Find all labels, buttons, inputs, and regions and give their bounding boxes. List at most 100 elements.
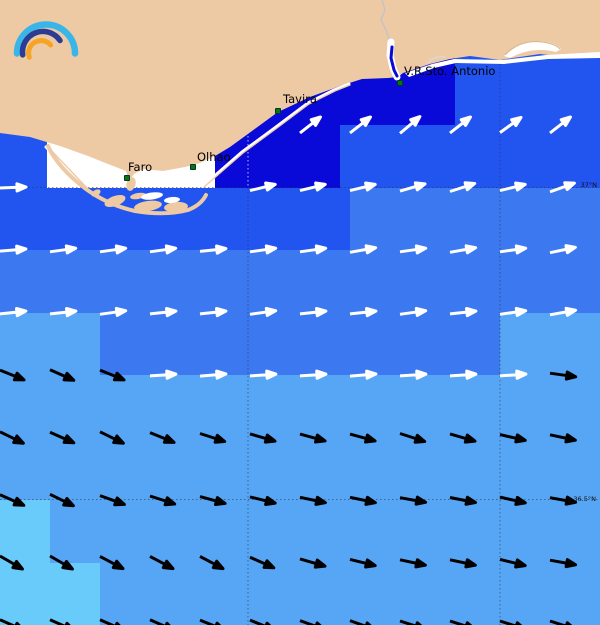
estuary-water xyxy=(389,45,399,78)
wind-arrow xyxy=(399,306,428,317)
spain-spit xyxy=(504,40,561,56)
latitude-label: 37°N xyxy=(580,181,597,189)
sea-cell xyxy=(0,500,50,563)
city-dot-tavira xyxy=(275,108,281,114)
wind-arrow xyxy=(349,244,378,255)
wind-arrow xyxy=(249,555,276,570)
city-dot-v-r-sto-antonio xyxy=(397,80,403,86)
wind-arrow xyxy=(199,369,228,380)
barrier-east-beach xyxy=(201,82,351,188)
wind-arrow xyxy=(549,495,578,506)
mainland xyxy=(0,0,600,181)
sea-cell xyxy=(100,313,500,375)
wind-arrow xyxy=(399,181,427,193)
wind-arrow xyxy=(0,618,21,625)
wind-arrow xyxy=(149,369,178,380)
wind-arrow xyxy=(299,115,322,135)
wind-arrow xyxy=(449,244,478,255)
logo-arc-inner xyxy=(26,38,54,60)
wind-arrow xyxy=(249,244,278,255)
wind-arrow xyxy=(149,431,176,444)
city-dot-faro xyxy=(124,175,130,181)
wind-arrow xyxy=(399,115,422,135)
wind-arrow xyxy=(499,557,527,569)
wind-arrow xyxy=(349,557,377,569)
guadiana-river xyxy=(380,0,392,45)
wind-arrow xyxy=(249,181,277,193)
lagoon-patch xyxy=(164,196,180,204)
wind-arrow xyxy=(499,433,527,444)
wind-arrow xyxy=(299,369,328,380)
sea-cell xyxy=(500,313,600,375)
wind-arrow xyxy=(99,368,126,382)
island-blob xyxy=(134,200,162,212)
wind-arrow xyxy=(149,307,178,318)
wind-arrow xyxy=(399,558,427,569)
wind-arrow xyxy=(549,244,577,255)
city-label-v-r-sto-antonio: V.R.Sto. Antonio xyxy=(404,64,496,78)
sea-cell xyxy=(0,563,100,625)
wind-arrow xyxy=(449,181,477,193)
wind-arrow xyxy=(299,307,328,318)
wind-arrow xyxy=(449,307,478,318)
wind-arrow xyxy=(449,115,472,135)
wind-arrow xyxy=(149,244,178,255)
wind-arrow xyxy=(99,494,126,507)
wind-arrow xyxy=(549,115,572,135)
island-blob xyxy=(164,201,188,213)
wind-arrow xyxy=(149,555,175,571)
city-label-faro: Faro xyxy=(128,160,153,174)
sea-cell xyxy=(350,188,600,250)
wind-arrow xyxy=(99,618,121,625)
wind-arrow xyxy=(249,432,277,444)
wind-arrow xyxy=(0,244,28,255)
wind-arrow xyxy=(449,369,478,380)
logo-arc-outer xyxy=(13,21,79,57)
latitude-label: 36.5°N xyxy=(573,495,596,503)
wind-arrow xyxy=(299,495,327,506)
island-blob xyxy=(104,194,126,208)
wind-arrow xyxy=(199,495,227,506)
wind-arrow xyxy=(149,494,177,507)
wind-arrow xyxy=(299,557,327,569)
logo-arc-middle xyxy=(19,28,63,58)
wind-arrow xyxy=(99,306,128,317)
wind-arrow xyxy=(99,244,128,255)
wind-arrow xyxy=(249,369,278,380)
wind-arrow xyxy=(99,430,125,445)
wind-arrow xyxy=(549,433,577,444)
wind-arrow xyxy=(0,554,24,571)
wind-arrow xyxy=(499,369,528,380)
east-coast-beach xyxy=(405,52,600,77)
city-label-tavira: Tavira xyxy=(283,92,317,106)
wind-arrow xyxy=(449,558,477,569)
wind-arrow xyxy=(49,307,78,318)
wind-arrow xyxy=(199,244,228,255)
wind-arrow xyxy=(49,368,76,382)
wind-arrow xyxy=(549,558,578,569)
wind-arrow xyxy=(299,244,328,255)
wind-arrow xyxy=(499,244,528,255)
wind-arrow xyxy=(549,181,576,194)
wind-arrow xyxy=(199,555,225,571)
wind-arrow xyxy=(349,307,378,318)
wind-arrow xyxy=(399,244,428,255)
wind-arrow xyxy=(549,306,578,317)
wind-arrow xyxy=(249,495,277,506)
sea-cell xyxy=(0,313,100,375)
wind-arrow xyxy=(99,555,125,571)
sea-cell xyxy=(0,250,600,313)
wind-arrow xyxy=(199,307,228,318)
wind-arrow xyxy=(349,432,377,444)
wind-arrow xyxy=(349,115,372,135)
wind-arrow xyxy=(399,432,427,444)
wind-arrow xyxy=(499,306,528,317)
sea-cell xyxy=(50,500,600,563)
wind-arrow xyxy=(299,432,327,444)
wind-arrow xyxy=(49,618,71,625)
wind-arrow xyxy=(199,432,227,444)
wind-arrow xyxy=(0,182,28,193)
wind-arrow xyxy=(249,306,278,317)
